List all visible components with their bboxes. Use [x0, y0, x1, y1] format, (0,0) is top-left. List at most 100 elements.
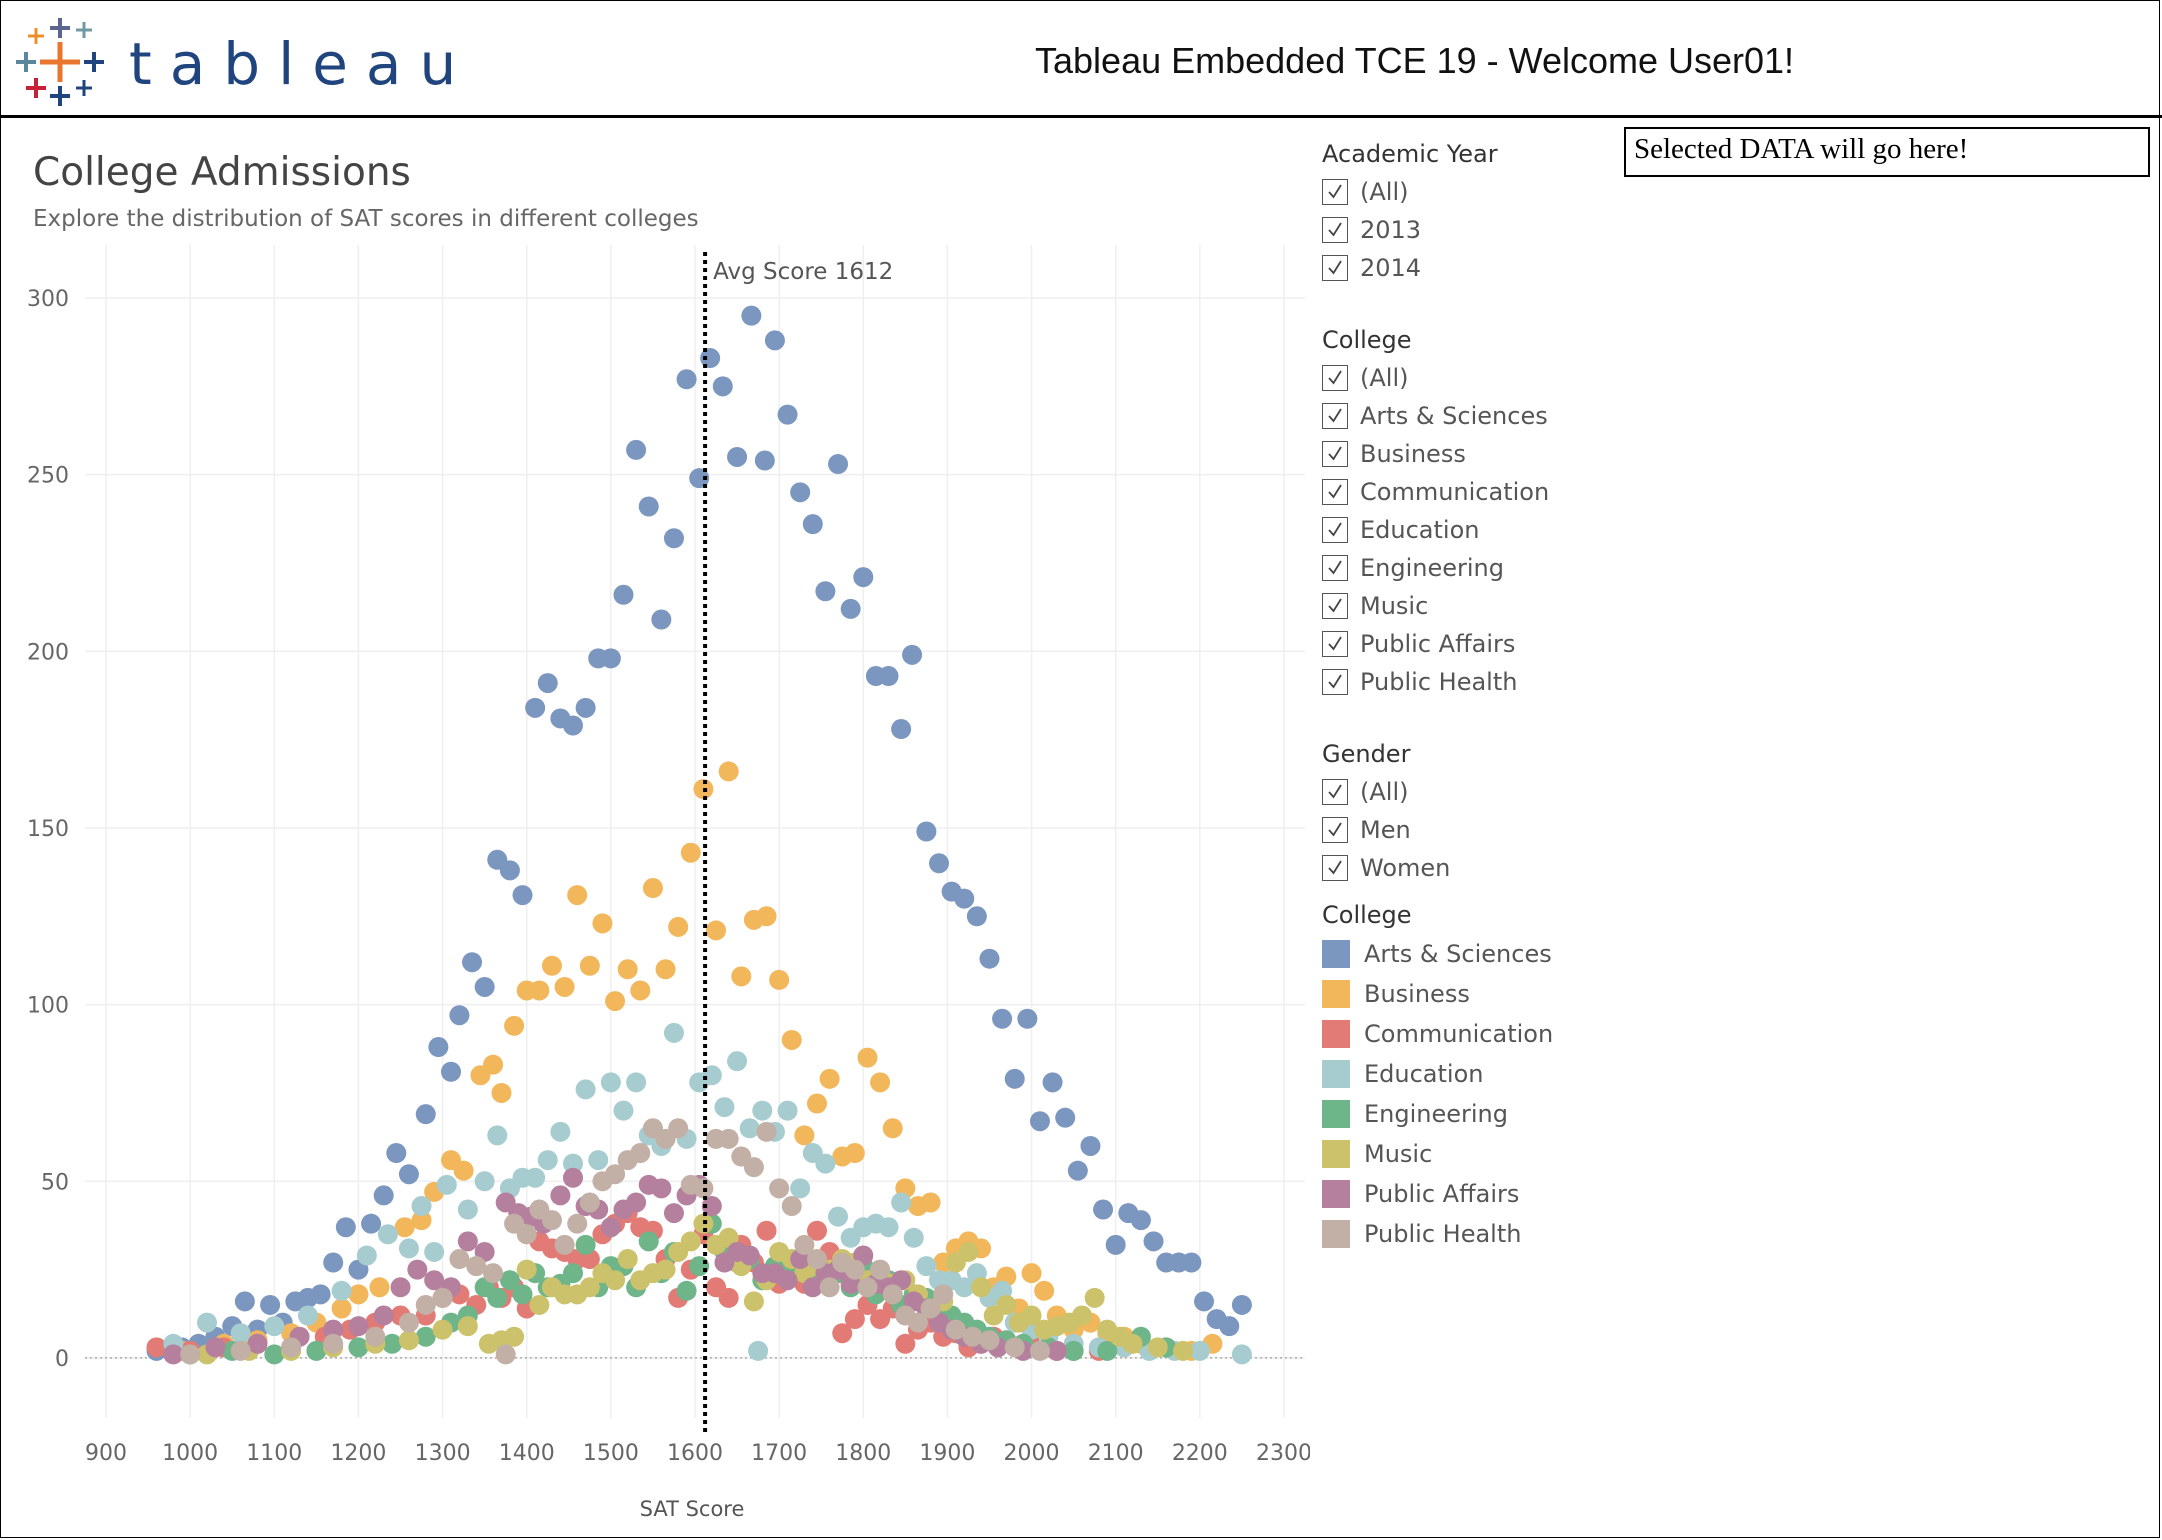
data-point[interactable]	[377, 1224, 398, 1245]
legend-item[interactable]: Communication	[1322, 1014, 1622, 1054]
data-point[interactable]	[197, 1312, 217, 1333]
data-point[interactable]	[878, 666, 899, 687]
data-point[interactable]	[205, 1337, 226, 1358]
data-point[interactable]	[807, 1093, 827, 1114]
data-point[interactable]	[1042, 1072, 1063, 1093]
data-point[interactable]	[794, 1125, 815, 1146]
data-point[interactable]	[428, 1037, 449, 1058]
data-point[interactable]	[281, 1337, 302, 1358]
data-point[interactable]	[1181, 1252, 1202, 1273]
data-point[interactable]	[1147, 1337, 1168, 1358]
checkbox-checked-icon[interactable]	[1322, 479, 1348, 505]
data-point[interactable]	[600, 1072, 621, 1093]
filter-option-men[interactable]: Men	[1322, 811, 1622, 849]
data-point[interactable]	[655, 959, 676, 980]
data-point[interactable]	[579, 955, 600, 976]
data-point[interactable]	[777, 1270, 798, 1291]
data-point[interactable]	[630, 1143, 651, 1164]
data-point[interactable]	[1231, 1294, 1252, 1315]
data-point[interactable]	[706, 920, 727, 941]
checkbox-checked-icon[interactable]	[1322, 441, 1348, 467]
data-point[interactable]	[882, 1118, 903, 1139]
data-point[interactable]	[575, 697, 596, 718]
data-point[interactable]	[663, 1022, 684, 1043]
data-point[interactable]	[567, 1213, 588, 1234]
data-point[interactable]	[748, 1340, 769, 1361]
data-point[interactable]	[777, 404, 798, 425]
data-point[interactable]	[613, 584, 634, 605]
data-point[interactable]	[752, 1100, 773, 1121]
data-point[interactable]	[756, 1220, 777, 1241]
data-point[interactable]	[1004, 1068, 1025, 1089]
data-point[interactable]	[743, 1157, 764, 1178]
data-point[interactable]	[1004, 1337, 1025, 1358]
data-point[interactable]	[676, 369, 697, 390]
data-point[interactable]	[769, 969, 790, 990]
filter-option-business[interactable]: Business	[1322, 435, 1622, 473]
data-point[interactable]	[1055, 1107, 1076, 1128]
data-point[interactable]	[605, 991, 626, 1012]
data-point[interactable]	[1130, 1210, 1151, 1231]
data-point[interactable]	[828, 1206, 849, 1227]
data-point[interactable]	[415, 1326, 436, 1347]
data-point[interactable]	[462, 952, 483, 973]
data-point[interactable]	[331, 1280, 352, 1301]
data-point[interactable]	[853, 567, 874, 588]
data-point[interactable]	[230, 1323, 251, 1344]
data-point[interactable]	[554, 976, 575, 997]
filter-option-all[interactable]: (All)	[1322, 173, 1622, 211]
data-point[interactable]	[718, 761, 739, 782]
data-point[interactable]	[504, 1326, 525, 1347]
data-point[interactable]	[727, 1051, 748, 1072]
data-point[interactable]	[870, 1072, 891, 1093]
data-point[interactable]	[529, 980, 550, 1001]
data-point[interactable]	[958, 1241, 979, 1262]
data-point[interactable]	[807, 1220, 827, 1241]
data-point[interactable]	[605, 1270, 626, 1291]
data-point[interactable]	[895, 1333, 916, 1354]
data-point[interactable]	[592, 913, 613, 934]
data-point[interactable]	[348, 1284, 369, 1305]
checkbox-checked-icon[interactable]	[1322, 631, 1348, 657]
data-point[interactable]	[512, 1284, 533, 1305]
data-point[interactable]	[626, 1192, 647, 1213]
data-point[interactable]	[1093, 1199, 1114, 1220]
data-point[interactable]	[626, 1072, 647, 1093]
legend-item[interactable]: Engineering	[1322, 1094, 1622, 1134]
data-point[interactable]	[731, 966, 752, 987]
data-point[interactable]	[971, 1277, 992, 1298]
data-point[interactable]	[563, 715, 583, 736]
data-point[interactable]	[832, 1323, 853, 1344]
data-point[interactable]	[1097, 1340, 1118, 1361]
data-point[interactable]	[1219, 1316, 1240, 1337]
data-point[interactable]	[335, 1217, 356, 1238]
data-point[interactable]	[870, 1259, 891, 1280]
data-point[interactable]	[741, 305, 762, 326]
data-point[interactable]	[676, 1280, 697, 1301]
data-point[interactable]	[828, 454, 849, 475]
filter-option-women[interactable]: Women	[1322, 849, 1622, 887]
data-point[interactable]	[415, 1294, 436, 1315]
data-point[interactable]	[264, 1344, 285, 1365]
data-point[interactable]	[516, 1259, 537, 1280]
data-point[interactable]	[790, 482, 811, 503]
data-point[interactable]	[979, 1330, 1000, 1351]
data-point[interactable]	[579, 1277, 600, 1298]
data-point[interactable]	[1194, 1291, 1215, 1312]
data-point[interactable]	[777, 1100, 798, 1121]
data-point[interactable]	[579, 1192, 600, 1213]
filter-option-all[interactable]: (All)	[1322, 773, 1622, 811]
checkbox-checked-icon[interactable]	[1322, 817, 1348, 843]
filter-option-engineering[interactable]: Engineering	[1322, 549, 1622, 587]
data-point[interactable]	[390, 1277, 411, 1298]
data-point[interactable]	[310, 1284, 331, 1305]
data-point[interactable]	[916, 1256, 937, 1277]
data-point[interactable]	[781, 1029, 802, 1050]
data-point[interactable]	[323, 1333, 344, 1354]
data-point[interactable]	[382, 1333, 403, 1354]
data-point[interactable]	[794, 1234, 815, 1255]
data-point[interactable]	[1046, 1340, 1067, 1361]
data-point[interactable]	[1029, 1340, 1050, 1361]
data-point[interactable]	[689, 468, 710, 489]
data-point[interactable]	[234, 1291, 255, 1312]
